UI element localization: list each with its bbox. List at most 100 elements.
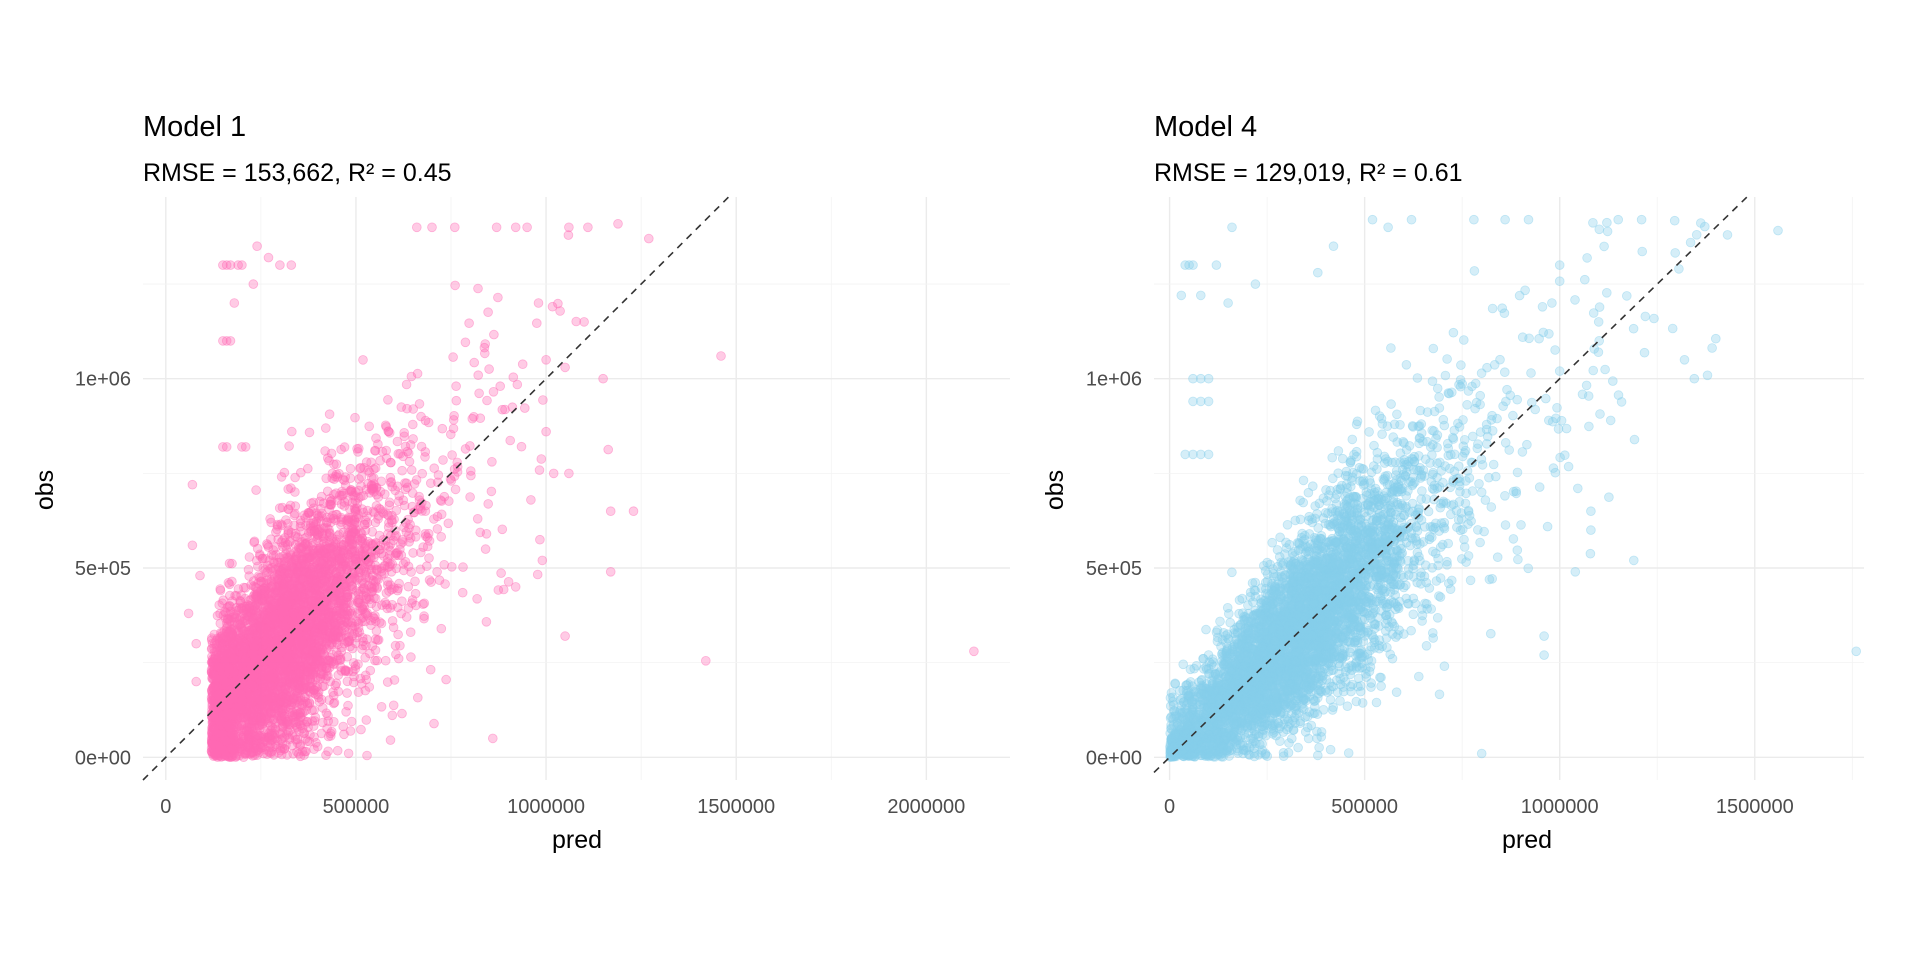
scatter-point bbox=[302, 510, 313, 521]
scatter-point bbox=[369, 464, 379, 474]
scatter-point bbox=[241, 603, 252, 614]
scatter-point bbox=[376, 476, 387, 487]
scatter-point bbox=[253, 605, 263, 616]
scatter-point bbox=[508, 372, 519, 383]
scatter-point bbox=[215, 585, 226, 596]
scatter-point bbox=[451, 381, 461, 392]
scatter-point bbox=[243, 564, 254, 575]
scatter-point bbox=[277, 502, 288, 513]
scatter-point bbox=[326, 448, 337, 459]
scatter-point bbox=[215, 584, 226, 594]
scatter-point bbox=[286, 557, 297, 568]
scatter-point bbox=[215, 737, 226, 748]
scatter-point bbox=[261, 735, 272, 746]
scatter-point bbox=[362, 750, 372, 761]
scatter-point bbox=[281, 581, 292, 592]
scatter-point bbox=[263, 664, 273, 674]
scatter-point bbox=[395, 640, 405, 651]
scatter-point bbox=[300, 665, 311, 676]
scatter-point bbox=[271, 549, 281, 560]
scatter-point bbox=[274, 698, 285, 708]
scatter-point bbox=[439, 491, 450, 502]
scatter-point bbox=[367, 575, 377, 585]
scatter-point bbox=[408, 548, 418, 558]
scatter-point bbox=[288, 661, 299, 672]
scatter-point bbox=[341, 553, 352, 563]
scatter-point bbox=[306, 506, 317, 517]
scatter-point bbox=[275, 655, 286, 665]
scatter-point bbox=[284, 552, 294, 562]
scatter-point bbox=[405, 627, 416, 637]
scatter-point bbox=[246, 729, 257, 740]
scatter-point bbox=[214, 659, 225, 670]
scatter-point bbox=[207, 737, 218, 748]
scatter-point bbox=[226, 720, 236, 731]
scatter-point bbox=[391, 505, 402, 516]
scatter-point bbox=[309, 526, 320, 537]
scatter-point bbox=[274, 503, 285, 513]
scatter-point bbox=[249, 705, 259, 716]
scatter-point bbox=[311, 508, 322, 519]
scatter-point bbox=[249, 611, 260, 621]
scatter-point bbox=[419, 598, 430, 609]
scatter-point bbox=[328, 536, 339, 547]
scatter-point bbox=[356, 724, 366, 735]
scatter-point bbox=[401, 527, 412, 537]
scatter-point bbox=[401, 379, 412, 390]
scatter-point bbox=[464, 318, 474, 329]
scatter-point bbox=[393, 653, 404, 664]
scatter-point bbox=[407, 488, 418, 498]
scatter-point bbox=[289, 679, 300, 690]
scatter-point bbox=[535, 534, 545, 545]
scatter-point bbox=[246, 656, 256, 666]
scatter-point bbox=[420, 447, 431, 457]
scatter-point bbox=[387, 710, 398, 721]
scatter-point bbox=[310, 617, 321, 627]
scatter-point bbox=[406, 652, 416, 662]
scatter-point bbox=[343, 748, 354, 759]
scatter-point bbox=[277, 716, 288, 727]
scatter-point bbox=[434, 575, 445, 585]
scatter-point bbox=[481, 616, 492, 627]
scatter-point bbox=[332, 566, 342, 576]
scatter-point bbox=[269, 558, 279, 569]
scatter-point bbox=[407, 595, 418, 605]
scatter-point bbox=[280, 703, 291, 714]
scatter-point bbox=[313, 577, 324, 588]
scatter-point bbox=[207, 712, 218, 723]
scatter-point bbox=[399, 427, 410, 438]
scatter-point bbox=[356, 481, 366, 491]
scatter-point bbox=[223, 628, 234, 639]
scatter-point bbox=[282, 628, 293, 638]
scatter-point bbox=[286, 651, 297, 661]
scatter-point bbox=[341, 706, 351, 717]
scatter-point bbox=[419, 613, 429, 624]
scatter-point bbox=[276, 707, 287, 718]
scatter-point bbox=[403, 561, 414, 572]
grid bbox=[143, 197, 1010, 780]
scatter-point bbox=[244, 643, 254, 654]
scatter-point bbox=[229, 636, 240, 647]
scatter-point bbox=[350, 490, 360, 501]
scatter-point bbox=[276, 684, 287, 695]
scatter-point bbox=[223, 696, 234, 707]
scatter-point bbox=[353, 659, 363, 669]
scatter-point bbox=[279, 718, 290, 729]
scatter-point bbox=[253, 667, 264, 678]
scatter-point bbox=[432, 511, 443, 522]
scatter-point bbox=[289, 520, 299, 531]
scatter-point bbox=[310, 576, 321, 587]
scatter-point bbox=[438, 455, 448, 465]
scatter-point bbox=[216, 650, 227, 661]
scatter-point bbox=[360, 670, 371, 681]
scatter-point bbox=[264, 672, 275, 683]
scatter-point bbox=[321, 616, 332, 627]
scatter-point bbox=[214, 600, 225, 610]
scatter-point bbox=[429, 718, 439, 729]
scatter-point bbox=[346, 486, 357, 497]
scatter-point bbox=[305, 673, 316, 684]
scatter-point bbox=[334, 655, 345, 665]
scatter-point bbox=[334, 627, 344, 638]
scatter-point bbox=[320, 446, 330, 456]
